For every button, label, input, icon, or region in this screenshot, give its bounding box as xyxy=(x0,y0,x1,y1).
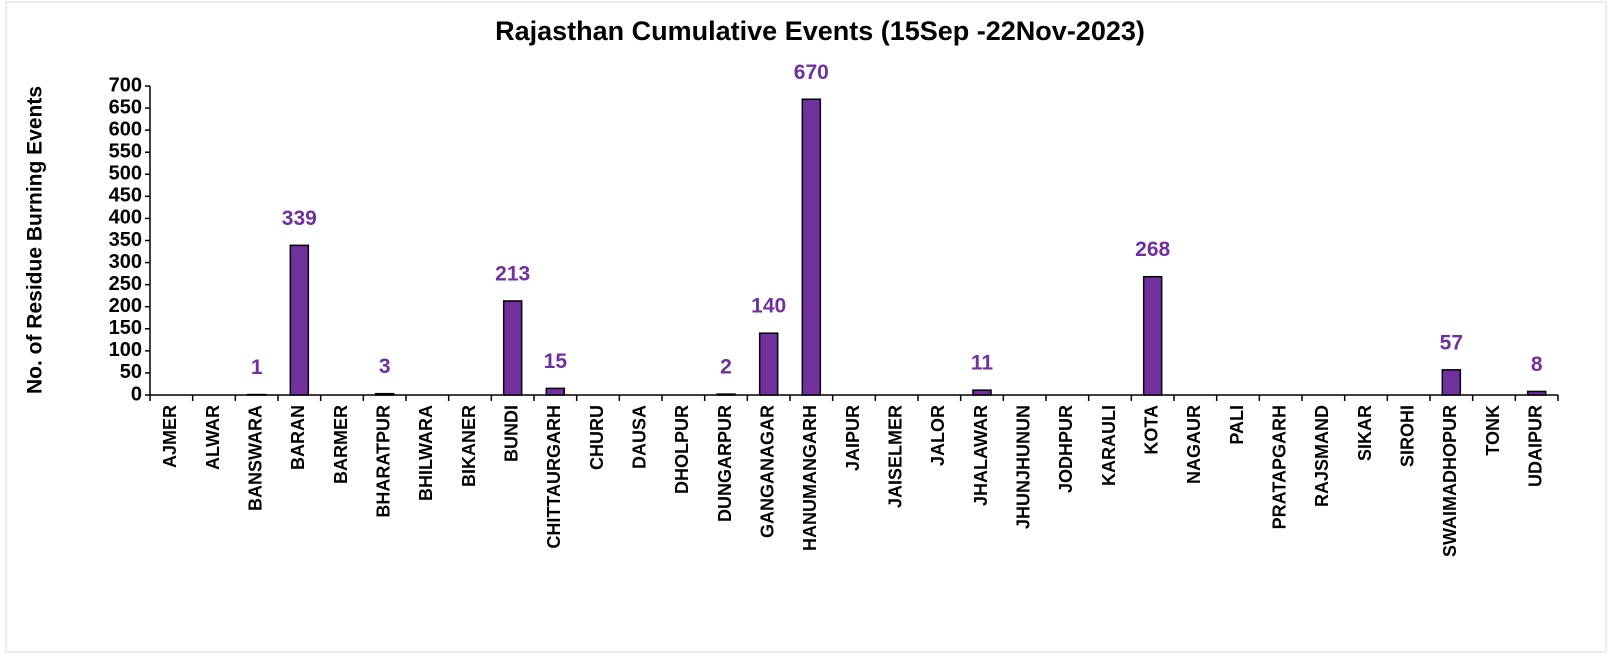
x-tick-label: BUNDI xyxy=(501,405,521,462)
x-tick-label: AJMER xyxy=(160,405,180,468)
bar xyxy=(1442,370,1460,395)
x-tick-label: NAGAUR xyxy=(1184,405,1204,484)
bar xyxy=(760,333,778,395)
x-tick-label: KOTA xyxy=(1141,405,1161,455)
x-tick-label: TONK xyxy=(1483,405,1503,456)
data-label: 11 xyxy=(971,352,994,375)
x-tick-label: SIKAR xyxy=(1355,405,1375,461)
x-tick-label: DHOLPUR xyxy=(672,405,692,494)
y-tick-label: 50 xyxy=(120,361,142,383)
data-label: 670 xyxy=(794,61,829,84)
data-label: 15 xyxy=(544,350,568,373)
x-tick-label: HANUMANGARH xyxy=(800,405,820,551)
y-tick-label: 300 xyxy=(109,251,142,273)
bar xyxy=(290,245,308,395)
x-tick-label: PALI xyxy=(1227,405,1247,445)
data-label: 57 xyxy=(1440,331,1463,354)
y-tick-label: 200 xyxy=(109,295,142,317)
x-tick-label: UDAIPUR xyxy=(1525,405,1545,487)
x-tick-label: KARAULI xyxy=(1099,405,1119,486)
x-tick-label: JHUNJHUNUN xyxy=(1013,405,1033,529)
x-tick-label: SIROHI xyxy=(1397,405,1417,467)
data-label: 3 xyxy=(379,355,391,378)
x-tick-label: BHILWARA xyxy=(416,405,436,501)
data-label: 268 xyxy=(1135,238,1170,261)
y-tick-label: 150 xyxy=(109,317,142,339)
y-axis-label: No. of Residue Burning Events xyxy=(24,86,47,394)
x-tick-label: BANSWARA xyxy=(245,405,265,511)
x-tick-label: SWAIMADHOPUR xyxy=(1440,405,1460,557)
y-tick-label: 400 xyxy=(109,207,142,229)
x-tick-label: JHALAWAR xyxy=(971,405,991,506)
data-label: 1 xyxy=(251,356,263,379)
y-tick-label: 700 xyxy=(109,74,142,96)
data-label: 140 xyxy=(751,295,786,318)
x-tick-label: GANGANAGAR xyxy=(757,405,777,538)
bar xyxy=(973,390,991,395)
y-tick-label: 0 xyxy=(131,383,142,405)
x-tick-label: JAIPUR xyxy=(843,405,863,471)
data-label: 339 xyxy=(282,207,317,230)
data-label: 2 xyxy=(720,356,732,379)
bar xyxy=(504,301,522,395)
x-tick-label: ALWAR xyxy=(203,405,223,470)
x-tick-label: BARMER xyxy=(331,405,351,484)
y-tick-label: 600 xyxy=(109,118,142,140)
y-tick-label: 500 xyxy=(109,163,142,185)
bar xyxy=(546,388,564,395)
x-tick-label: JODHPUR xyxy=(1056,405,1076,493)
y-tick-label: 250 xyxy=(109,273,142,295)
y-tick-label: 100 xyxy=(109,339,142,361)
x-tick-label: CHITTAURGARH xyxy=(544,405,564,549)
x-tick-label: PRATAPGARH xyxy=(1269,405,1289,529)
bar xyxy=(717,394,735,395)
x-tick-label: BIKANER xyxy=(459,405,479,487)
x-tick-label: CHURU xyxy=(587,405,607,470)
bar xyxy=(1528,391,1546,395)
data-label: 213 xyxy=(495,263,530,286)
y-tick-label: 350 xyxy=(109,229,142,251)
x-tick-label: BARAN xyxy=(288,405,308,470)
x-tick-label: JAISELMER xyxy=(885,405,905,508)
x-tick-label: DAUSA xyxy=(629,405,649,469)
x-tick-label: RAJSMAND xyxy=(1312,405,1332,507)
y-tick-label: 550 xyxy=(109,140,142,162)
x-tick-label: BHARATPUR xyxy=(373,405,393,518)
bar xyxy=(376,394,394,395)
data-label: 8 xyxy=(1531,353,1543,376)
x-tick-label: JALOR xyxy=(928,405,948,466)
x-tick-label: DUNGARPUR xyxy=(715,405,735,522)
chart-title: Rajasthan Cumulative Events (15Sep -22No… xyxy=(495,16,1145,46)
y-tick-label: 650 xyxy=(109,96,142,118)
bar xyxy=(1144,277,1162,395)
y-tick-label: 450 xyxy=(109,185,142,207)
bar xyxy=(802,99,820,395)
